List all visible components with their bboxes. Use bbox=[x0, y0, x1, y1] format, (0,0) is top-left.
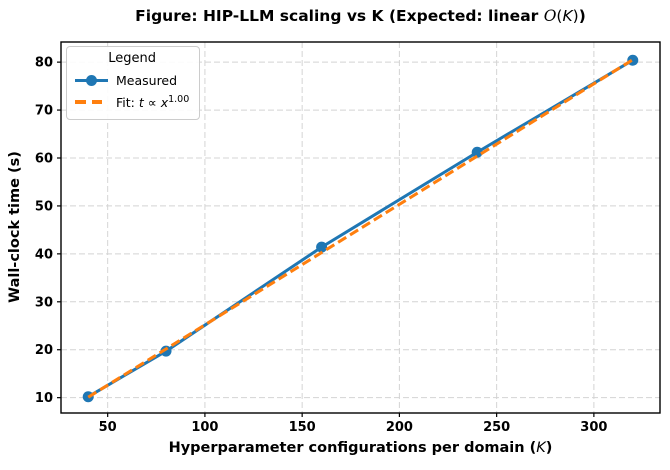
y-tick-label: 40 bbox=[35, 247, 53, 262]
y-tick-label: 50 bbox=[35, 199, 53, 214]
y-tick-label: 20 bbox=[35, 343, 53, 358]
y-axis-label: Wall-clock time (s) bbox=[7, 151, 23, 303]
fit-exponent: 1.00 bbox=[168, 93, 190, 105]
legend-entry-measured: Measured bbox=[75, 69, 189, 91]
xlabel-text: Hyperparameter configurations per domain… bbox=[168, 440, 537, 456]
y-tick-label: 80 bbox=[35, 56, 53, 71]
data-point-marker bbox=[316, 241, 328, 253]
measured-marker-icon bbox=[86, 74, 97, 86]
y-tick-label: 30 bbox=[35, 295, 53, 310]
title-text: Figure: HIP-LLM scaling vs K (Expected: … bbox=[135, 7, 544, 25]
x-tick-label: 50 bbox=[99, 420, 117, 435]
y-tick-label: 60 bbox=[35, 151, 53, 166]
title-text-end: ) bbox=[578, 7, 586, 25]
x-tick-label: 200 bbox=[386, 420, 413, 435]
x-tick-label: 300 bbox=[580, 420, 607, 435]
title-math-k: K bbox=[562, 7, 573, 25]
propto-symbol: ∝ bbox=[147, 95, 157, 111]
legend-entry-fit: Fit: t ∝ x1.00 bbox=[75, 91, 189, 113]
measured-line-sample bbox=[75, 74, 108, 86]
legend: Legend Measured Fit: t ∝ x1.00 bbox=[66, 46, 201, 120]
data-point-marker bbox=[627, 54, 639, 66]
legend-label-measured: Measured bbox=[116, 72, 178, 88]
plot-border bbox=[60, 41, 661, 414]
title-math-paren: ( bbox=[556, 7, 563, 25]
chart-title: Figure: HIP-LLM scaling vs K (Expected: … bbox=[61, 7, 660, 25]
legend-label-fit: Fit: t ∝ x1.00 bbox=[116, 93, 190, 111]
y-tick-label: 10 bbox=[35, 391, 53, 406]
fit-line bbox=[87, 58, 634, 399]
data-point-marker bbox=[160, 345, 172, 357]
x-tick-label: 150 bbox=[289, 420, 316, 435]
x-tick-label: 250 bbox=[483, 420, 510, 435]
legend-title: Legend bbox=[108, 51, 156, 66]
title-math-paren-close: ) bbox=[572, 7, 579, 25]
x-axis-label: Hyperparameter configurations per domain… bbox=[61, 440, 660, 456]
fit-dash-icon bbox=[91, 100, 102, 104]
data-point-marker bbox=[471, 146, 483, 158]
fit-dash-icon bbox=[75, 100, 86, 104]
big-o-symbol: O bbox=[543, 7, 557, 25]
fit-line-sample bbox=[75, 96, 108, 108]
x-tick-label: 100 bbox=[191, 420, 218, 435]
xlabel-math-k: K bbox=[536, 440, 546, 456]
xlabel-text-end: ) bbox=[545, 440, 553, 456]
y-tick-label: 70 bbox=[35, 104, 53, 119]
